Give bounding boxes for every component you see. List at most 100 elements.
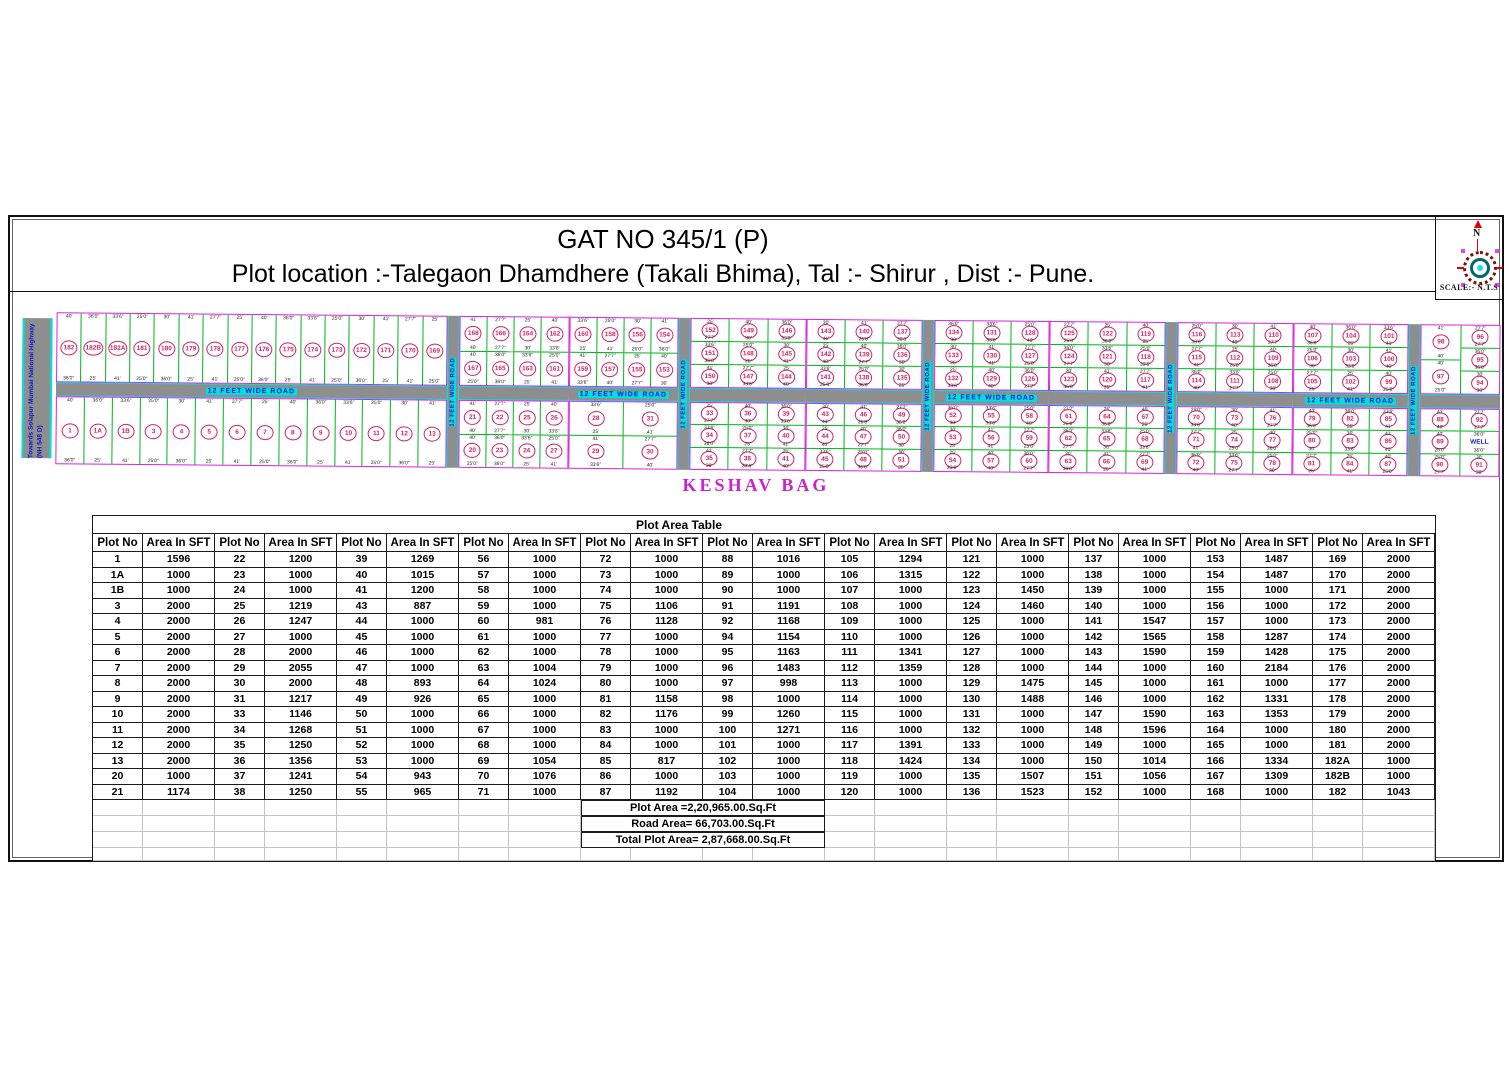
table-cell-area: 1000	[143, 567, 215, 583]
table-cell-plot-no: 22	[215, 552, 265, 568]
table-cell-area: 2000	[1363, 567, 1435, 583]
table-cell-plot-no: 168	[1191, 784, 1241, 800]
table-cell-area: 1507	[997, 769, 1069, 785]
plot-cell: 41' 21 40'	[459, 401, 485, 434]
table-cell-area: 1000	[875, 707, 947, 723]
plot-number: 27	[545, 443, 563, 459]
plot-number: 12	[395, 425, 413, 441]
plot-dimension-label: 36'0"	[1190, 451, 1202, 458]
plot-number: 25	[518, 410, 536, 426]
table-cell-area: 1000	[265, 629, 337, 645]
table-empty-cell	[509, 800, 581, 816]
plot-dimension-label: 25'	[523, 401, 531, 408]
table-cell-area: 1250	[265, 738, 337, 754]
plot-number: 163	[518, 361, 536, 377]
table-cell-plot-no: 161	[1191, 676, 1241, 692]
plot-cell: 25' 64 36'0"	[1088, 406, 1125, 428]
table-cell-plot-no: 76	[581, 614, 631, 630]
plot-cell: 40' 89 25'0"	[1420, 430, 1460, 454]
plot-number: 21	[464, 409, 482, 425]
plot-number: 98	[1432, 334, 1450, 350]
compass-east-tick	[1496, 267, 1503, 269]
plot-dimension-label: 33'6"	[521, 434, 533, 441]
horizontal-road	[458, 385, 569, 401]
plot-dimension-label: 30'	[782, 425, 790, 433]
table-cell-plot-no: 163	[1191, 707, 1241, 723]
plot-dimension-label: 40'	[860, 426, 867, 433]
table-cell-area: 1000	[509, 707, 581, 723]
plot-column: 40' 1 36'0"	[56, 397, 83, 463]
plot-column: 25'0" 158 41' 27'7" 157 40'	[595, 318, 624, 387]
table-cell-plot-no: 114	[825, 691, 875, 707]
plot-dimension-label: 30'	[1232, 323, 1239, 330]
plot-cell: 40' 47 27'7"	[844, 425, 883, 449]
map-block: 41' 168 40' 40' 167 25'0" 27'7" 166 27'7" 36'0" 16…	[458, 315, 570, 469]
plot-dimension-label: 41'	[551, 379, 558, 386]
table-header-plot-no: Plot No	[947, 534, 997, 552]
plot-cell: 27'7" 30 40'	[623, 434, 677, 469]
plot-dimension-label: 40'	[1308, 408, 1316, 415]
plot-column: 40' 182 36'0"	[57, 313, 81, 381]
plot-number: 153	[655, 362, 673, 378]
plot-number: 182B	[83, 340, 104, 356]
plot-cell: 27'7" 105 25'	[1293, 369, 1332, 393]
table-cell-area: 2000	[143, 645, 215, 661]
plot-dimension-label: 41'	[550, 461, 558, 468]
plot-dimension-label: 36'0"	[1473, 432, 1486, 439]
plot-dimension-label: 25'0"	[428, 378, 440, 385]
plot-dimension-label: 25'	[205, 458, 213, 465]
plot-cell: 25'0" 80 30'	[1293, 429, 1331, 453]
table-cell-area: 1000	[753, 738, 825, 754]
plot-column: 27'7" 178 41'	[202, 314, 228, 383]
table-cell-plot-no: 152	[1069, 784, 1119, 800]
plot-cell: 40' 1 36'0"	[56, 397, 83, 463]
table-cell-plot-no: 90	[703, 583, 753, 599]
table-cell-area: 1000	[143, 769, 215, 785]
highway-sub-label: (NH 548 D)	[36, 425, 45, 459]
plot-dimension-label: 33'6"	[307, 315, 319, 322]
table-cell-area: 1547	[1119, 614, 1191, 630]
table-cell-area: 1000	[1119, 567, 1191, 583]
plot-dimension-label: 30'	[1065, 368, 1073, 375]
plot-dimension-label: 30'	[1231, 407, 1238, 414]
table-cell-area: 1250	[265, 784, 337, 800]
plot-column: 33'6" 85 41' 41' 86 40' 40' 87 25'0"	[1368, 408, 1408, 476]
plot-column: 25' 25 30' 33'6" 24 25'	[512, 401, 541, 468]
plot-dimension-label: 36'0"	[780, 403, 792, 410]
table-cell-plot-no: 136	[947, 784, 997, 800]
plot-dimension-label: 25'0"	[259, 459, 271, 466]
table-cell-area: 1460	[997, 598, 1069, 614]
table-cell-plot-no: 75	[581, 598, 631, 614]
plot-cell: 36'0" 52 30'	[934, 405, 971, 427]
horizontal-road	[1049, 390, 1165, 406]
plot-cell: 33'6" 1B 41'	[112, 398, 139, 464]
table-cell-plot-no: 118	[825, 753, 875, 769]
table-cell-area: 998	[753, 676, 825, 692]
plot-cell: 36'0" 114 40'	[1177, 368, 1216, 392]
plot-cell: 25' 152 27'7"	[692, 319, 729, 341]
table-cell-plot-no: 29	[215, 660, 265, 676]
map-section-bottom: 30' 43 41' 25' 44 40' 33'6" 45 25'0" 41' 46 25'0" 40…	[805, 402, 922, 472]
plot-dimension-label: 25'	[1103, 466, 1110, 473]
table-empty-cell	[947, 816, 997, 832]
plot-dimension-label: 33'6"	[577, 317, 589, 324]
table-cell-plot-no: 132	[947, 722, 997, 738]
table-cell-plot-no: 154	[1191, 567, 1241, 583]
plot-cell: 27'7" 59 25'0"	[1010, 426, 1048, 450]
plot-dimension-label: 30'	[822, 403, 829, 411]
table-cell-area: 1015	[387, 567, 459, 583]
table-cell-plot-no: 175	[1313, 645, 1363, 661]
plot-dimension-label: 36'0"	[1344, 408, 1356, 415]
plot-cell: 41' 35 30'	[690, 446, 728, 470]
plot-cell: 25'0" 106 30'	[1293, 346, 1332, 370]
table-header-plot-no: Plot No	[825, 534, 875, 552]
plot-dimension-label: 36'0"	[493, 461, 505, 468]
plot-dimension-label: 25'	[782, 448, 790, 455]
plot-column: 25'0" 70 33'6" 27'7" 71 41' 36'0" 72 40'	[1177, 407, 1215, 474]
plot-dimension-label: 40'	[260, 315, 268, 322]
plot-dimension-label: 25'0"	[331, 377, 343, 384]
plot-dimension-label: 27'7"	[1023, 428, 1035, 435]
table-header-area: Area In SFT	[631, 534, 703, 552]
plot-cell: 41' 66 25'	[1087, 449, 1126, 473]
table-cell-plot-no: 86	[581, 769, 631, 785]
